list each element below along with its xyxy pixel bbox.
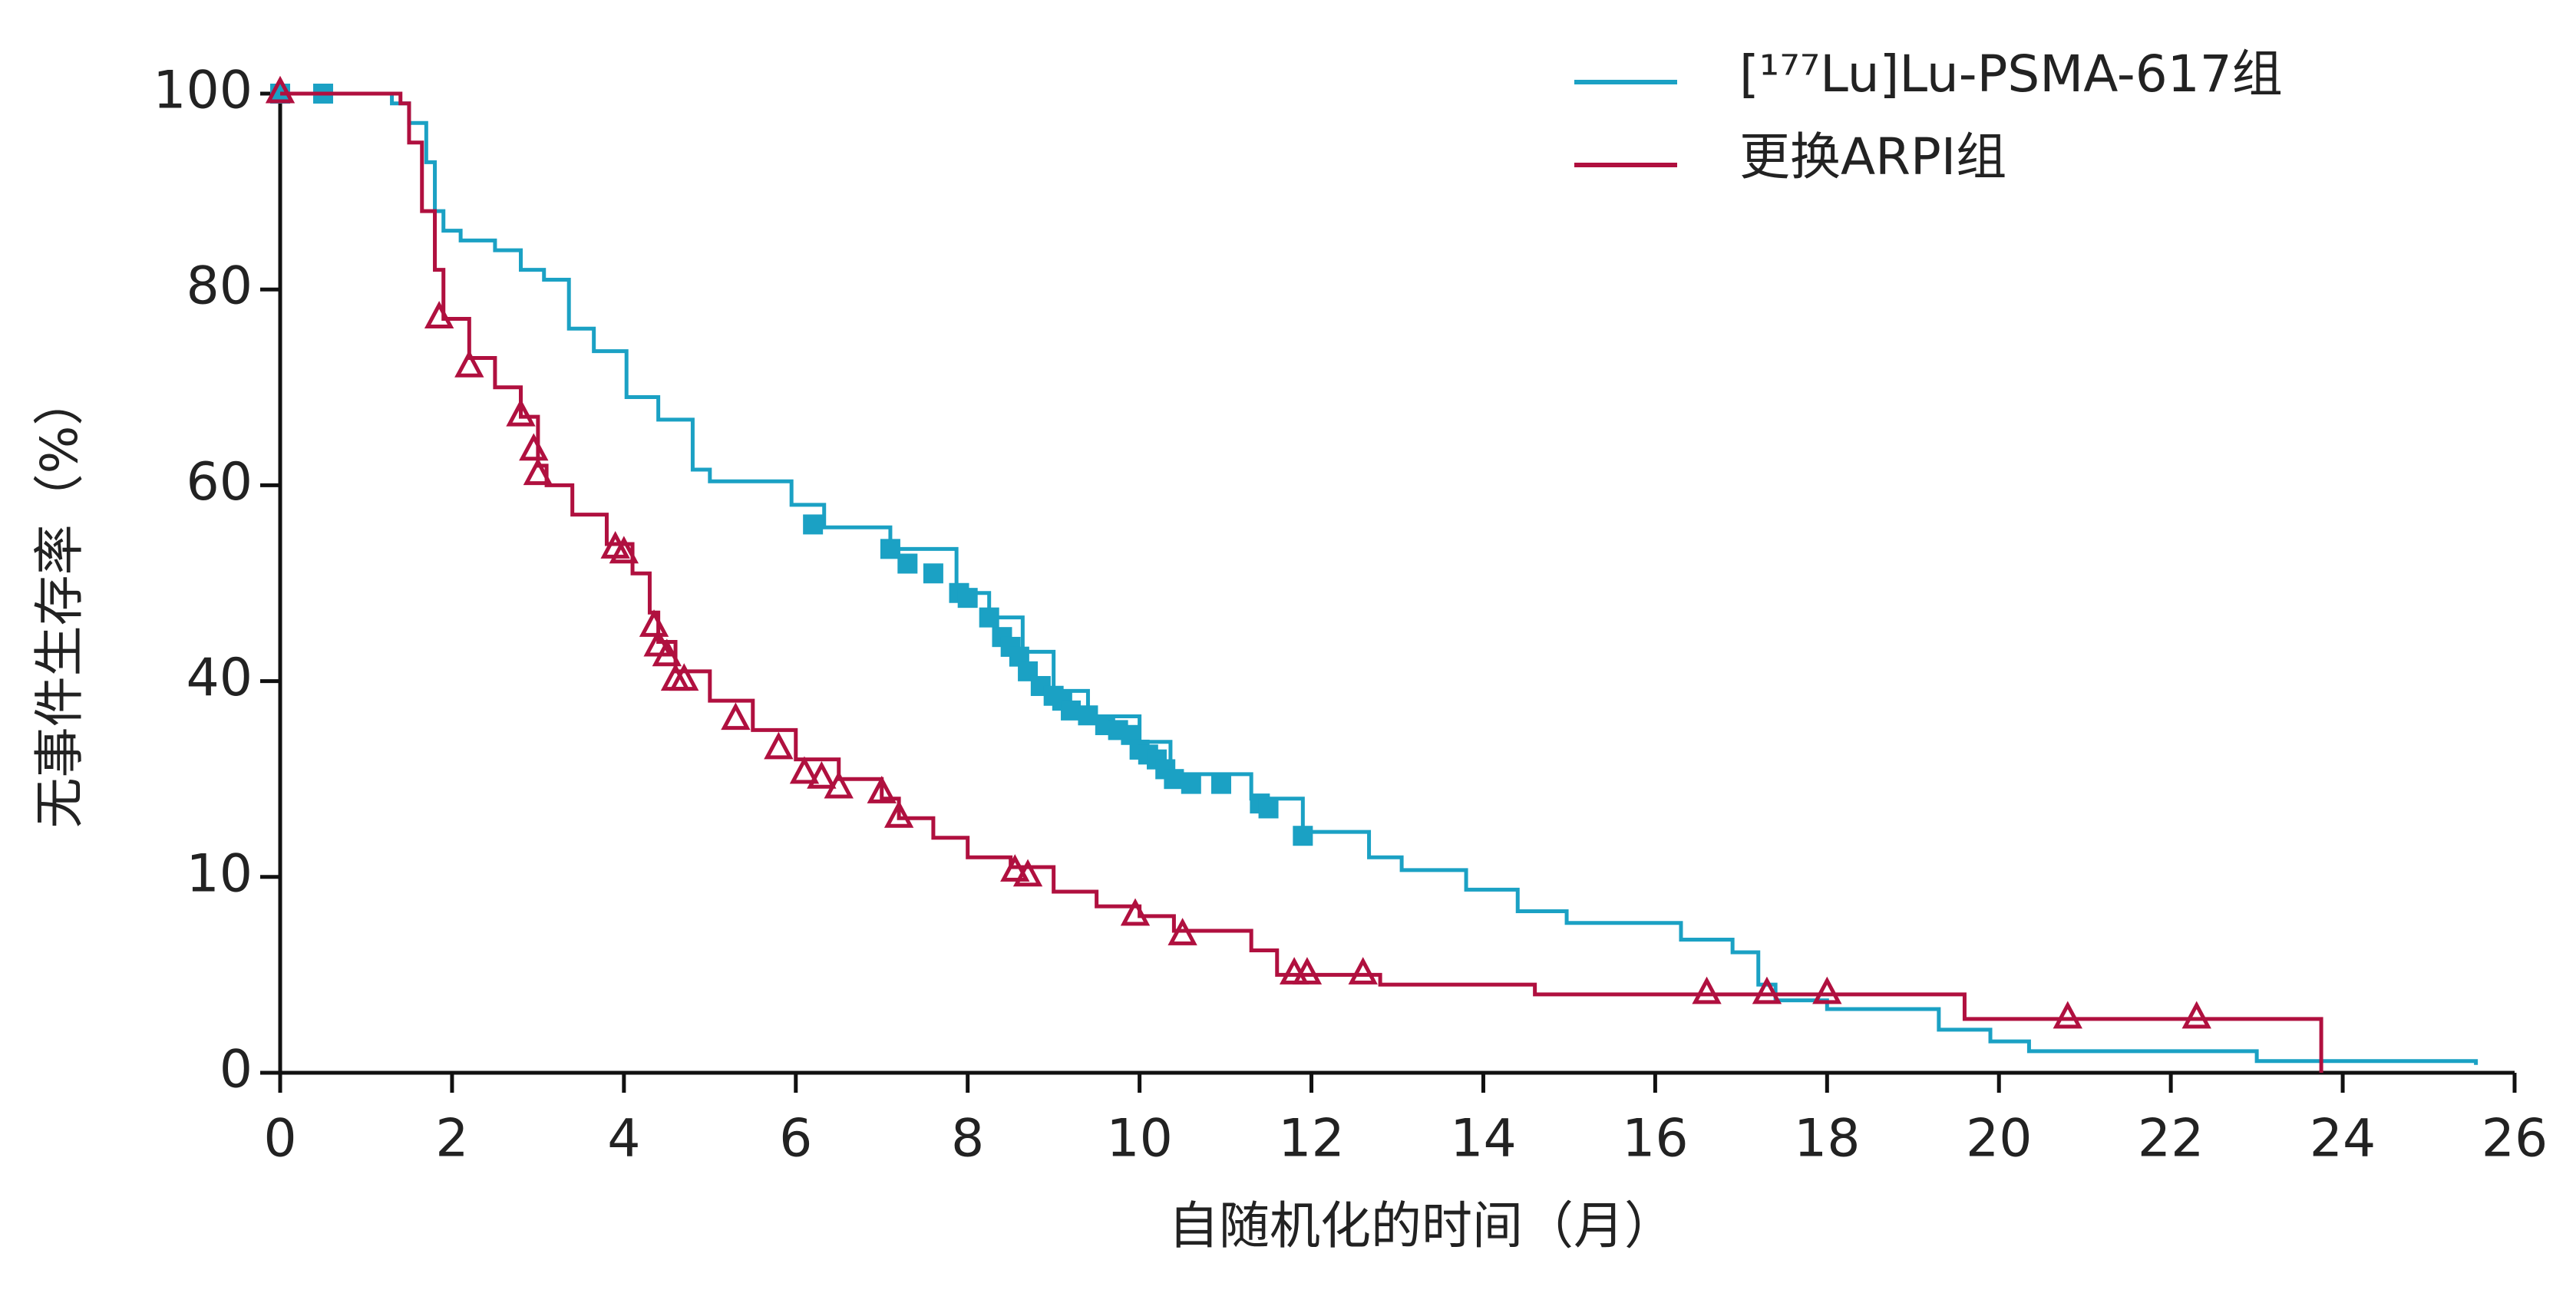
legend-label: [¹⁷⁷Lu]Lu-PSMA-617组	[1739, 45, 2283, 104]
censor-mark	[643, 628, 673, 657]
x-tick-label: 14	[1450, 1109, 1517, 1169]
x-tick-label: 10	[1106, 1109, 1173, 1169]
censor-mark	[867, 776, 897, 803]
censor-mark	[807, 760, 837, 789]
x-axis-title: 自随机化的时间（月）	[1168, 1196, 1675, 1255]
x-tick-label: 12	[1278, 1109, 1345, 1169]
censor-mark	[519, 433, 549, 461]
censor-mark	[639, 609, 669, 637]
censor-mark	[454, 349, 484, 378]
y-tick-label: 60	[186, 452, 253, 513]
x-tick-label: 18	[1794, 1109, 1861, 1169]
censor-mark	[979, 607, 999, 628]
censor-mark	[652, 638, 682, 667]
x-tick-label: 22	[2138, 1109, 2204, 1169]
censor-mark	[824, 770, 854, 799]
censor-mark	[1078, 705, 1098, 726]
y-tick-label: 0	[220, 1040, 253, 1100]
censor-mark	[1692, 976, 1722, 1004]
x-tick-label: 2	[435, 1109, 468, 1169]
y-tick-label: 80	[186, 256, 253, 317]
censor-mark	[1258, 798, 1279, 819]
censor-mark	[1348, 957, 1378, 985]
censor-mark	[764, 731, 794, 760]
censor-mark	[1120, 898, 1151, 926]
censor-mark	[1061, 700, 1082, 721]
censor-mark	[1167, 918, 1197, 945]
censor-mark	[957, 588, 978, 609]
censor-mark	[609, 536, 639, 564]
x-tick-label: 20	[1966, 1109, 2033, 1169]
censor-mark	[1012, 859, 1043, 887]
x-tick-label: 4	[607, 1109, 640, 1169]
censor-mark	[1812, 976, 1842, 1004]
censor-mark	[506, 398, 536, 427]
censor-mark	[897, 553, 918, 574]
x-tick-label: 26	[2482, 1109, 2548, 1169]
censor-mark	[1164, 769, 1184, 790]
x-tick-label: 24	[2310, 1109, 2376, 1169]
y-tick-label: 100	[153, 61, 253, 121]
x-tick-label: 0	[263, 1109, 296, 1169]
x-tick-label: 6	[779, 1109, 812, 1169]
censor-mark	[2181, 1001, 2211, 1029]
censor-mark	[1000, 854, 1030, 882]
censor-mark	[923, 563, 943, 584]
censor-mark	[2053, 1001, 2082, 1029]
censor-mark	[523, 457, 553, 486]
y-tick-label: 40	[186, 648, 253, 708]
censor-mark	[424, 301, 454, 328]
y-tick-label: 10	[186, 843, 253, 904]
x-tick-label: 16	[1622, 1109, 1689, 1169]
survival-line	[280, 91, 2479, 1065]
x-tick-label: 8	[951, 1109, 984, 1169]
legend-label: 更换ARPI组	[1739, 127, 2006, 186]
censor-mark	[1210, 773, 1231, 794]
censor-mark	[669, 663, 699, 691]
censor-mark	[1181, 773, 1201, 794]
censor-mark	[721, 702, 751, 731]
censor-mark	[883, 800, 914, 828]
censor-mark	[1292, 957, 1323, 985]
censor-mark	[1293, 826, 1313, 846]
y-axis-title: 无事件生存率（%）	[30, 375, 89, 829]
censor-mark	[803, 514, 824, 535]
censor-mark	[265, 75, 296, 104]
censor-mark	[1752, 976, 1782, 1004]
censor-mark	[789, 756, 820, 784]
survival-line	[280, 91, 2323, 1073]
censor-mark	[880, 539, 900, 559]
